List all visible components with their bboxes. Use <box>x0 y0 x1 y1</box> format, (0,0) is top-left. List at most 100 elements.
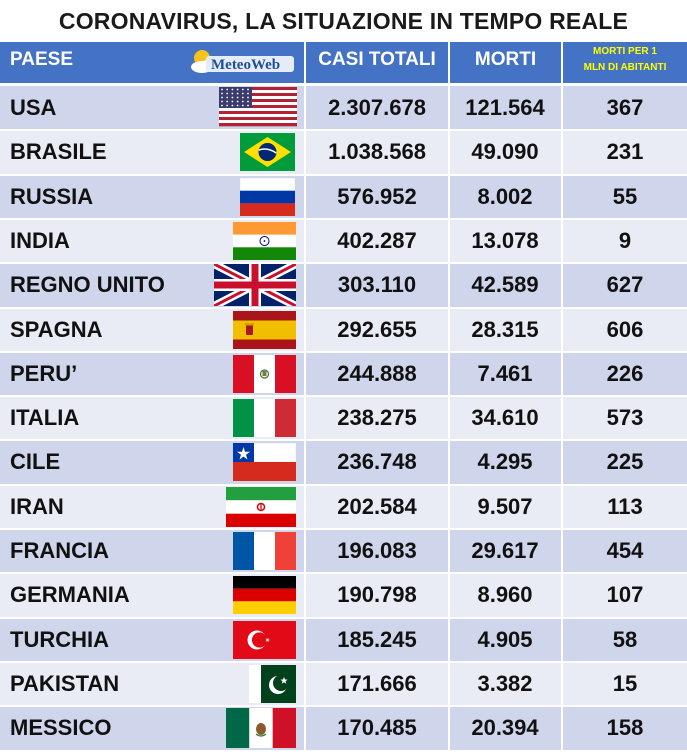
total-cases-value: 303.110 <box>306 263 448 307</box>
deaths-per-million-value: 55 <box>563 175 687 219</box>
deaths-per-million-value: 158 <box>563 706 687 750</box>
country-name: RUSSIA <box>10 175 93 219</box>
country-name: REGNO UNITO <box>10 263 165 307</box>
table-row: ITALIA 238.275 34.610 573 <box>0 396 687 440</box>
total-cases-value: 1.038.568 <box>306 130 448 174</box>
deaths-per-million-value: 58 <box>563 618 687 662</box>
row-divider <box>0 617 687 619</box>
peru-flag-icon <box>233 355 296 393</box>
spain-flag-icon <box>233 311 296 349</box>
row-divider <box>0 395 687 397</box>
row-divider <box>0 528 687 530</box>
deaths-value: 9.507 <box>450 485 560 529</box>
deaths-per-million-value: 367 <box>563 86 687 130</box>
row-divider <box>0 218 687 220</box>
country-name: CILE <box>10 440 60 484</box>
iran-flag-icon <box>226 487 296 527</box>
country-name: MESSICO <box>10 706 111 750</box>
header-deaths: MORTI <box>450 42 561 83</box>
table-row: CILE 236.748 4.295 225 <box>0 440 687 484</box>
table-row: INDIA 402.287 13.078 9 <box>0 219 687 263</box>
row-divider <box>0 661 687 663</box>
header-per-million: MORTI PER 1 MLN DI ABITANTI <box>563 42 687 83</box>
table-row: TURCHIA 185.245 4.905 58 <box>0 618 687 662</box>
row-divider <box>0 705 687 707</box>
usa-flag-icon <box>219 87 297 129</box>
deaths-value: 3.382 <box>450 662 560 706</box>
table-row: PAKISTAN 171.666 3.382 15 <box>0 662 687 706</box>
total-cases-value: 244.888 <box>306 352 448 396</box>
table-row: RUSSIA 576.952 8.002 55 <box>0 175 687 219</box>
total-cases-value: 236.748 <box>306 440 448 484</box>
row-divider <box>0 174 687 176</box>
deaths-value: 49.090 <box>450 130 560 174</box>
table-row: FRANCIA 196.083 29.617 454 <box>0 529 687 573</box>
india-flag-icon <box>233 222 296 260</box>
deaths-value: 4.295 <box>450 440 560 484</box>
deaths-value: 29.617 <box>450 529 560 573</box>
total-cases-value: 292.655 <box>306 308 448 352</box>
deaths-value: 121.564 <box>450 86 560 130</box>
deaths-value: 7.461 <box>450 352 560 396</box>
deaths-per-million-value: 113 <box>563 485 687 529</box>
country-name: TURCHIA <box>10 618 109 662</box>
deaths-value: 42.589 <box>450 263 560 307</box>
header-total-cases-label: CASI TOTALI <box>306 42 448 78</box>
row-divider <box>0 262 687 264</box>
column-divider <box>304 42 306 755</box>
deaths-value: 28.315 <box>450 308 560 352</box>
uk-flag-icon <box>214 264 296 306</box>
deaths-per-million-value: 454 <box>563 529 687 573</box>
country-name: PAKISTAN <box>10 662 119 706</box>
pakistan-flag-icon <box>249 665 296 703</box>
header-per-million-line2: MLN DI ABITANTI <box>563 62 687 73</box>
table-row: SPAGNA 292.655 28.315 606 <box>0 308 687 352</box>
deaths-per-million-value: 226 <box>563 352 687 396</box>
country-name: USA <box>10 86 56 130</box>
header-per-million-line1: MORTI PER 1 <box>563 46 687 57</box>
total-cases-value: 170.485 <box>306 706 448 750</box>
total-cases-value: 190.798 <box>306 573 448 617</box>
header-total-cases: CASI TOTALI <box>306 42 448 83</box>
deaths-per-million-value: 231 <box>563 130 687 174</box>
row-divider <box>0 439 687 441</box>
row-divider <box>0 129 687 131</box>
meteoweb-logo: MeteoWeb <box>188 47 298 77</box>
mexico-flag-icon <box>226 708 296 748</box>
deaths-per-million-value: 606 <box>563 308 687 352</box>
deaths-value: 8.002 <box>450 175 560 219</box>
france-flag-icon <box>233 532 296 570</box>
row-divider <box>0 307 687 309</box>
deaths-value: 13.078 <box>450 219 560 263</box>
germany-flag-icon <box>233 576 296 614</box>
deaths-per-million-value: 107 <box>563 573 687 617</box>
column-divider <box>561 42 563 755</box>
turkey-flag-icon <box>233 621 296 659</box>
country-name: SPAGNA <box>10 308 103 352</box>
row-divider <box>0 351 687 353</box>
deaths-value: 20.394 <box>450 706 560 750</box>
header-deaths-label: MORTI <box>450 42 561 78</box>
total-cases-value: 171.666 <box>306 662 448 706</box>
deaths-per-million-value: 225 <box>563 440 687 484</box>
country-name: PERU’ <box>10 352 77 396</box>
total-cases-value: 238.275 <box>306 396 448 440</box>
table-row: REGNO UNITO 303.110 42.589 627 <box>0 263 687 307</box>
total-cases-value: 402.287 <box>306 219 448 263</box>
total-cases-value: 576.952 <box>306 175 448 219</box>
row-divider <box>0 484 687 486</box>
italy-flag-icon <box>233 399 296 437</box>
country-name: INDIA <box>10 219 70 263</box>
country-name: GERMANIA <box>10 573 130 617</box>
country-name: BRASILE <box>10 130 107 174</box>
deaths-per-million-value: 15 <box>563 662 687 706</box>
table-row: GERMANIA 190.798 8.960 107 <box>0 573 687 617</box>
chile-flag-icon <box>233 443 296 481</box>
table-row: USA 2.307.678 121.564 367 <box>0 86 687 130</box>
total-cases-value: 185.245 <box>306 618 448 662</box>
deaths-value: 4.905 <box>450 618 560 662</box>
deaths-value: 34.610 <box>450 396 560 440</box>
brazil-flag-icon <box>240 133 295 171</box>
deaths-per-million-value: 573 <box>563 396 687 440</box>
